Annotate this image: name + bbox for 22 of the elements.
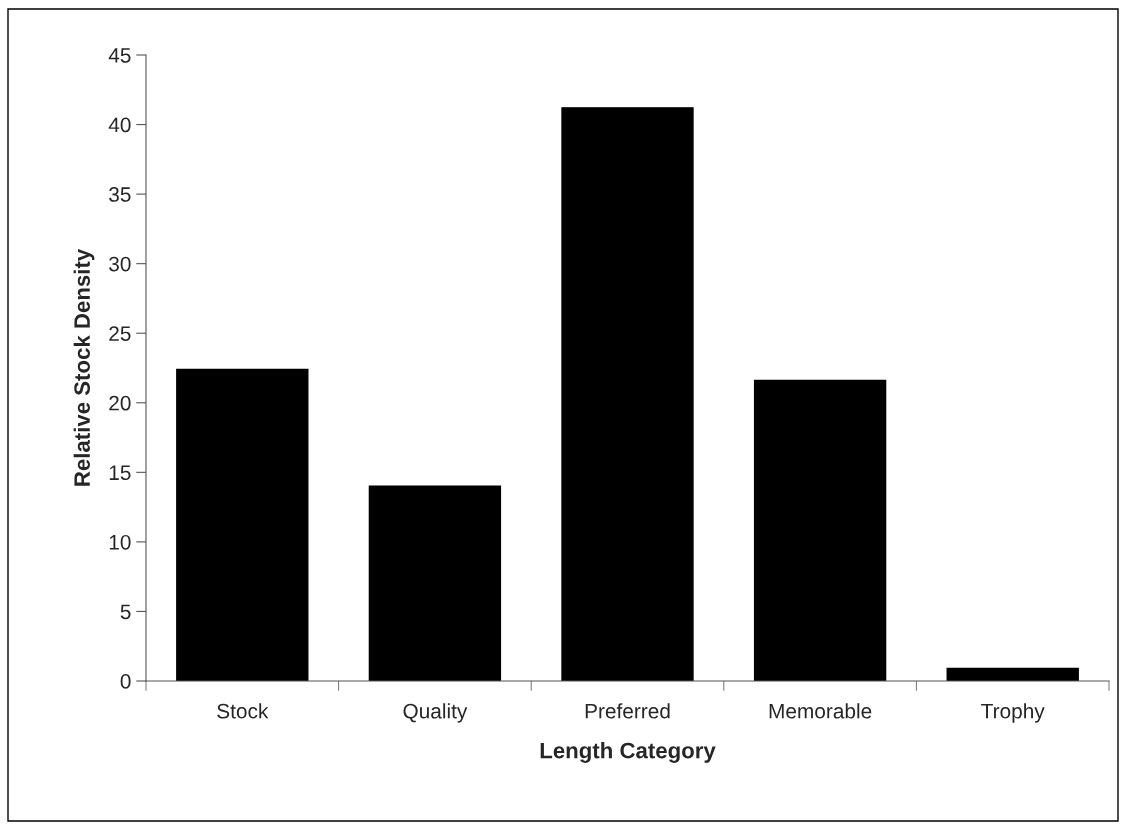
bar: [176, 368, 309, 681]
bar: [561, 107, 694, 681]
x-tick-label: Preferred: [585, 703, 670, 719]
y-tick-label: 25: [109, 326, 131, 341]
y-tick-label: 0: [120, 674, 131, 689]
y-tick-label: 5: [120, 604, 131, 620]
y-tick-label: 35: [109, 187, 131, 202]
bar: [946, 667, 1079, 681]
y-tick-label: 15: [109, 465, 131, 481]
x-tick-label: Quality: [403, 703, 468, 723]
y-tick-label: 30: [109, 256, 131, 272]
bar: [368, 485, 502, 681]
y-tick-label: 40: [108, 117, 131, 133]
y-tick-label: 45: [108, 48, 131, 63]
x-tick-label: Trophy: [981, 703, 1045, 723]
x-tick-label: Memorable: [769, 703, 872, 719]
bar: [753, 379, 887, 681]
x-axis-title: Length Category: [540, 742, 716, 763]
x-tick-label: Stock: [217, 703, 269, 719]
y-axis-title: Relative Stock Density: [73, 248, 95, 486]
y-tick-label: 20: [109, 395, 131, 411]
y-tick-label: 10: [109, 534, 131, 550]
